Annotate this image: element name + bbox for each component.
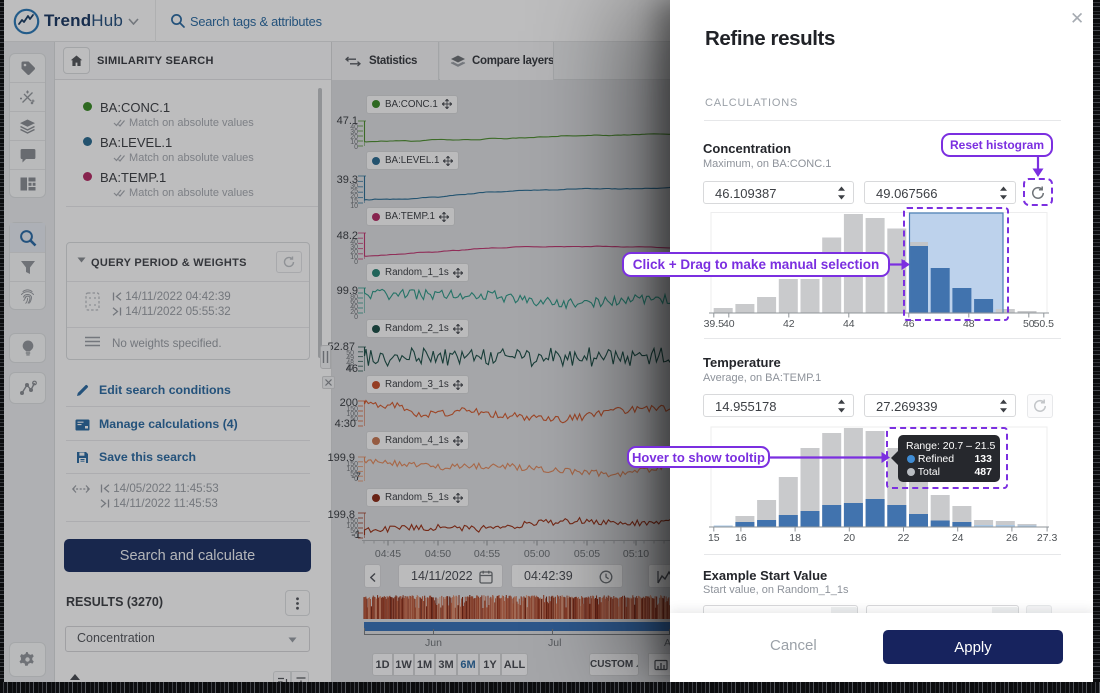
svg-text:26: 26 — [1006, 532, 1018, 544]
svg-text:24: 24 — [952, 532, 964, 544]
svg-text:42: 42 — [783, 318, 795, 330]
svg-text:15: 15 — [708, 532, 720, 544]
svg-text:50: 50 — [1023, 318, 1035, 330]
svg-text:46: 46 — [903, 318, 915, 330]
svg-text:48: 48 — [963, 318, 975, 330]
svg-text:44: 44 — [843, 318, 855, 330]
svg-text:20: 20 — [843, 532, 855, 544]
svg-text:27.3: 27.3 — [1037, 532, 1058, 544]
svg-text:39.5: 39.5 — [704, 318, 725, 330]
svg-text:18: 18 — [789, 532, 801, 544]
svg-text:22: 22 — [898, 532, 910, 544]
svg-text:16: 16 — [735, 532, 747, 544]
svg-text:40: 40 — [723, 318, 735, 330]
svg-text:50.5: 50.5 — [1034, 318, 1055, 330]
